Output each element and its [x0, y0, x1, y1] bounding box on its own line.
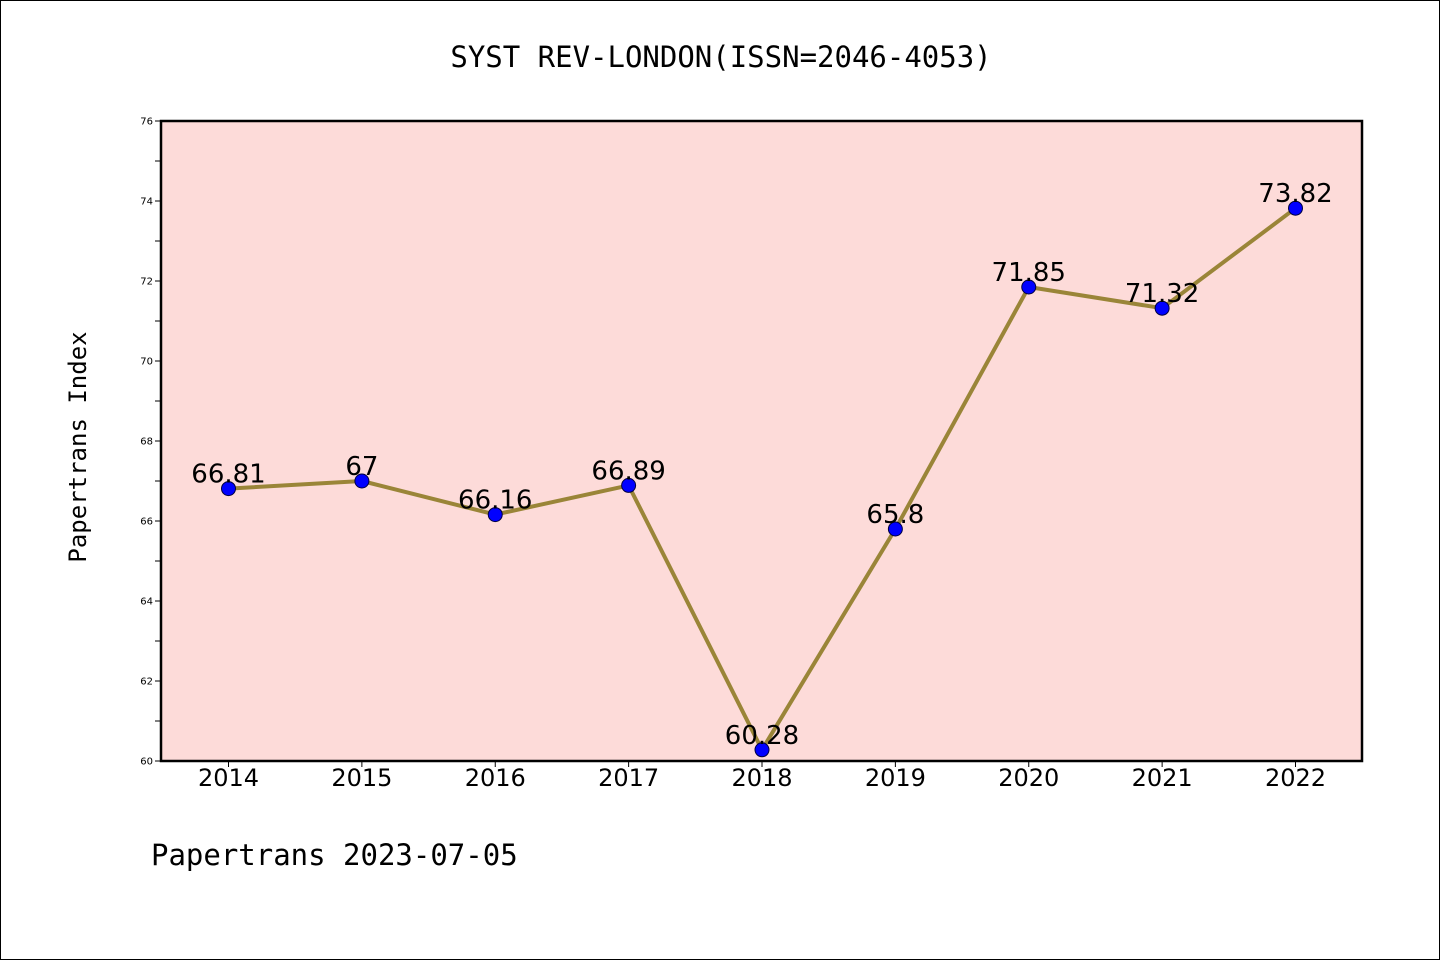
data-point [887, 521, 903, 537]
footer-label: Papertrans 2023-07-05 [151, 838, 518, 872]
y-tick-label: 70 [140, 357, 153, 368]
data-point [754, 742, 770, 758]
x-tick-label: 2017 [598, 764, 659, 792]
x-tick-label: 2022 [1265, 764, 1326, 792]
data-point [1021, 279, 1037, 295]
data-label: 66.89 [591, 456, 665, 486]
y-tick-label: 60 [140, 757, 153, 768]
y-tick-label: 64 [140, 597, 153, 608]
plot-area [159, 119, 1364, 763]
data-point [221, 481, 236, 497]
data-label: 71.85 [992, 258, 1066, 288]
y-tick-label: 74 [140, 197, 153, 208]
x-tick-label: 2018 [731, 764, 792, 792]
y-tick-label: 76 [140, 117, 153, 128]
data-label: 65.8 [866, 500, 924, 530]
data-label: 71.32 [1125, 279, 1199, 309]
chart-title: SYST REV-LONDON(ISSN=2046-4053) [450, 40, 991, 74]
data-point [354, 473, 370, 489]
data-label: 73.82 [1258, 179, 1332, 209]
x-tick-label: 2021 [1132, 764, 1193, 792]
y-tick-label: 66 [140, 517, 153, 528]
x-tick-label: 2020 [998, 764, 1059, 792]
y-tick-label: 68 [140, 437, 153, 448]
x-tick-label: 2014 [198, 764, 259, 792]
x-axis-ticks: 2014 2015 2016 2017 2018 2019 2020 2021 2022 [198, 761, 1326, 792]
x-tick-label: 2015 [331, 764, 392, 792]
y-axis-ticks: 60 62 64 66 68 70 72 74 76 [140, 117, 161, 768]
y-tick-label: 72 [140, 277, 153, 288]
series-line-group: 66.81 67 66.16 66.89 60.28 65.8 71.85 71.32 73.8… [191, 179, 1333, 758]
data-label: 60.28 [725, 721, 799, 751]
data-point [1288, 200, 1303, 216]
data-point [621, 477, 637, 493]
data-label: 66.16 [458, 486, 532, 516]
y-axis-label: Papertrans Index [64, 331, 92, 562]
data-label: 66.81 [191, 460, 265, 490]
x-tick-label: 2019 [865, 764, 926, 792]
data-point [1154, 300, 1170, 316]
data-point [487, 507, 503, 523]
y-tick-label: 62 [140, 677, 153, 688]
x-tick-label: 2016 [465, 764, 526, 792]
data-label: 67 [345, 452, 378, 482]
